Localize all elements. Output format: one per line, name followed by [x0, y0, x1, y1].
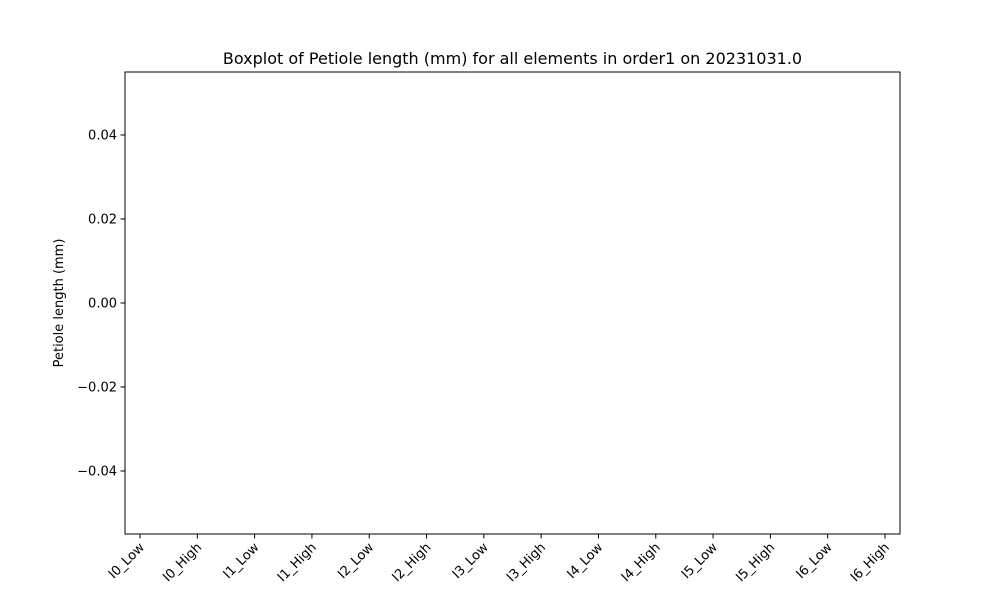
plot-area-frame	[124, 71, 901, 535]
y-axis: −0.04 −0.02 0.00 0.02 0.04	[77, 129, 125, 480]
x-tick-label: I3_High	[504, 540, 549, 585]
x-tick-label: I2_Low	[335, 540, 377, 582]
x-tick-label: I5_High	[733, 540, 778, 585]
x-tick-label: I1_Low	[221, 540, 263, 582]
x-tick-label: I5_Low	[679, 540, 721, 582]
chart-title: Boxplot of Petiole length (mm) for all e…	[223, 49, 802, 68]
y-tick-label: −0.04	[77, 465, 117, 480]
y-tick-label: 0.00	[88, 297, 117, 312]
x-tick-label: I6_High	[848, 540, 893, 585]
x-tick-label: I4_High	[619, 540, 664, 585]
x-axis: I0_Low I0_High I1_Low I1_High I2_Low I2_High I…	[106, 534, 893, 585]
x-tick-label: I3_Low	[450, 540, 492, 582]
x-tick-label: I1_High	[275, 540, 320, 585]
y-tick-label: −0.02	[77, 381, 117, 396]
y-axis-label: Petiole length (mm)	[52, 239, 67, 368]
x-tick-label: I0_Low	[106, 540, 148, 582]
x-tick-label: I4_Low	[564, 540, 606, 582]
x-tick-label: I2_High	[389, 540, 434, 585]
y-tick-label: 0.04	[88, 129, 117, 144]
x-tick-label: I0_High	[160, 540, 205, 585]
y-tick-label: 0.02	[88, 213, 117, 228]
x-tick-label: I6_Low	[794, 540, 836, 582]
